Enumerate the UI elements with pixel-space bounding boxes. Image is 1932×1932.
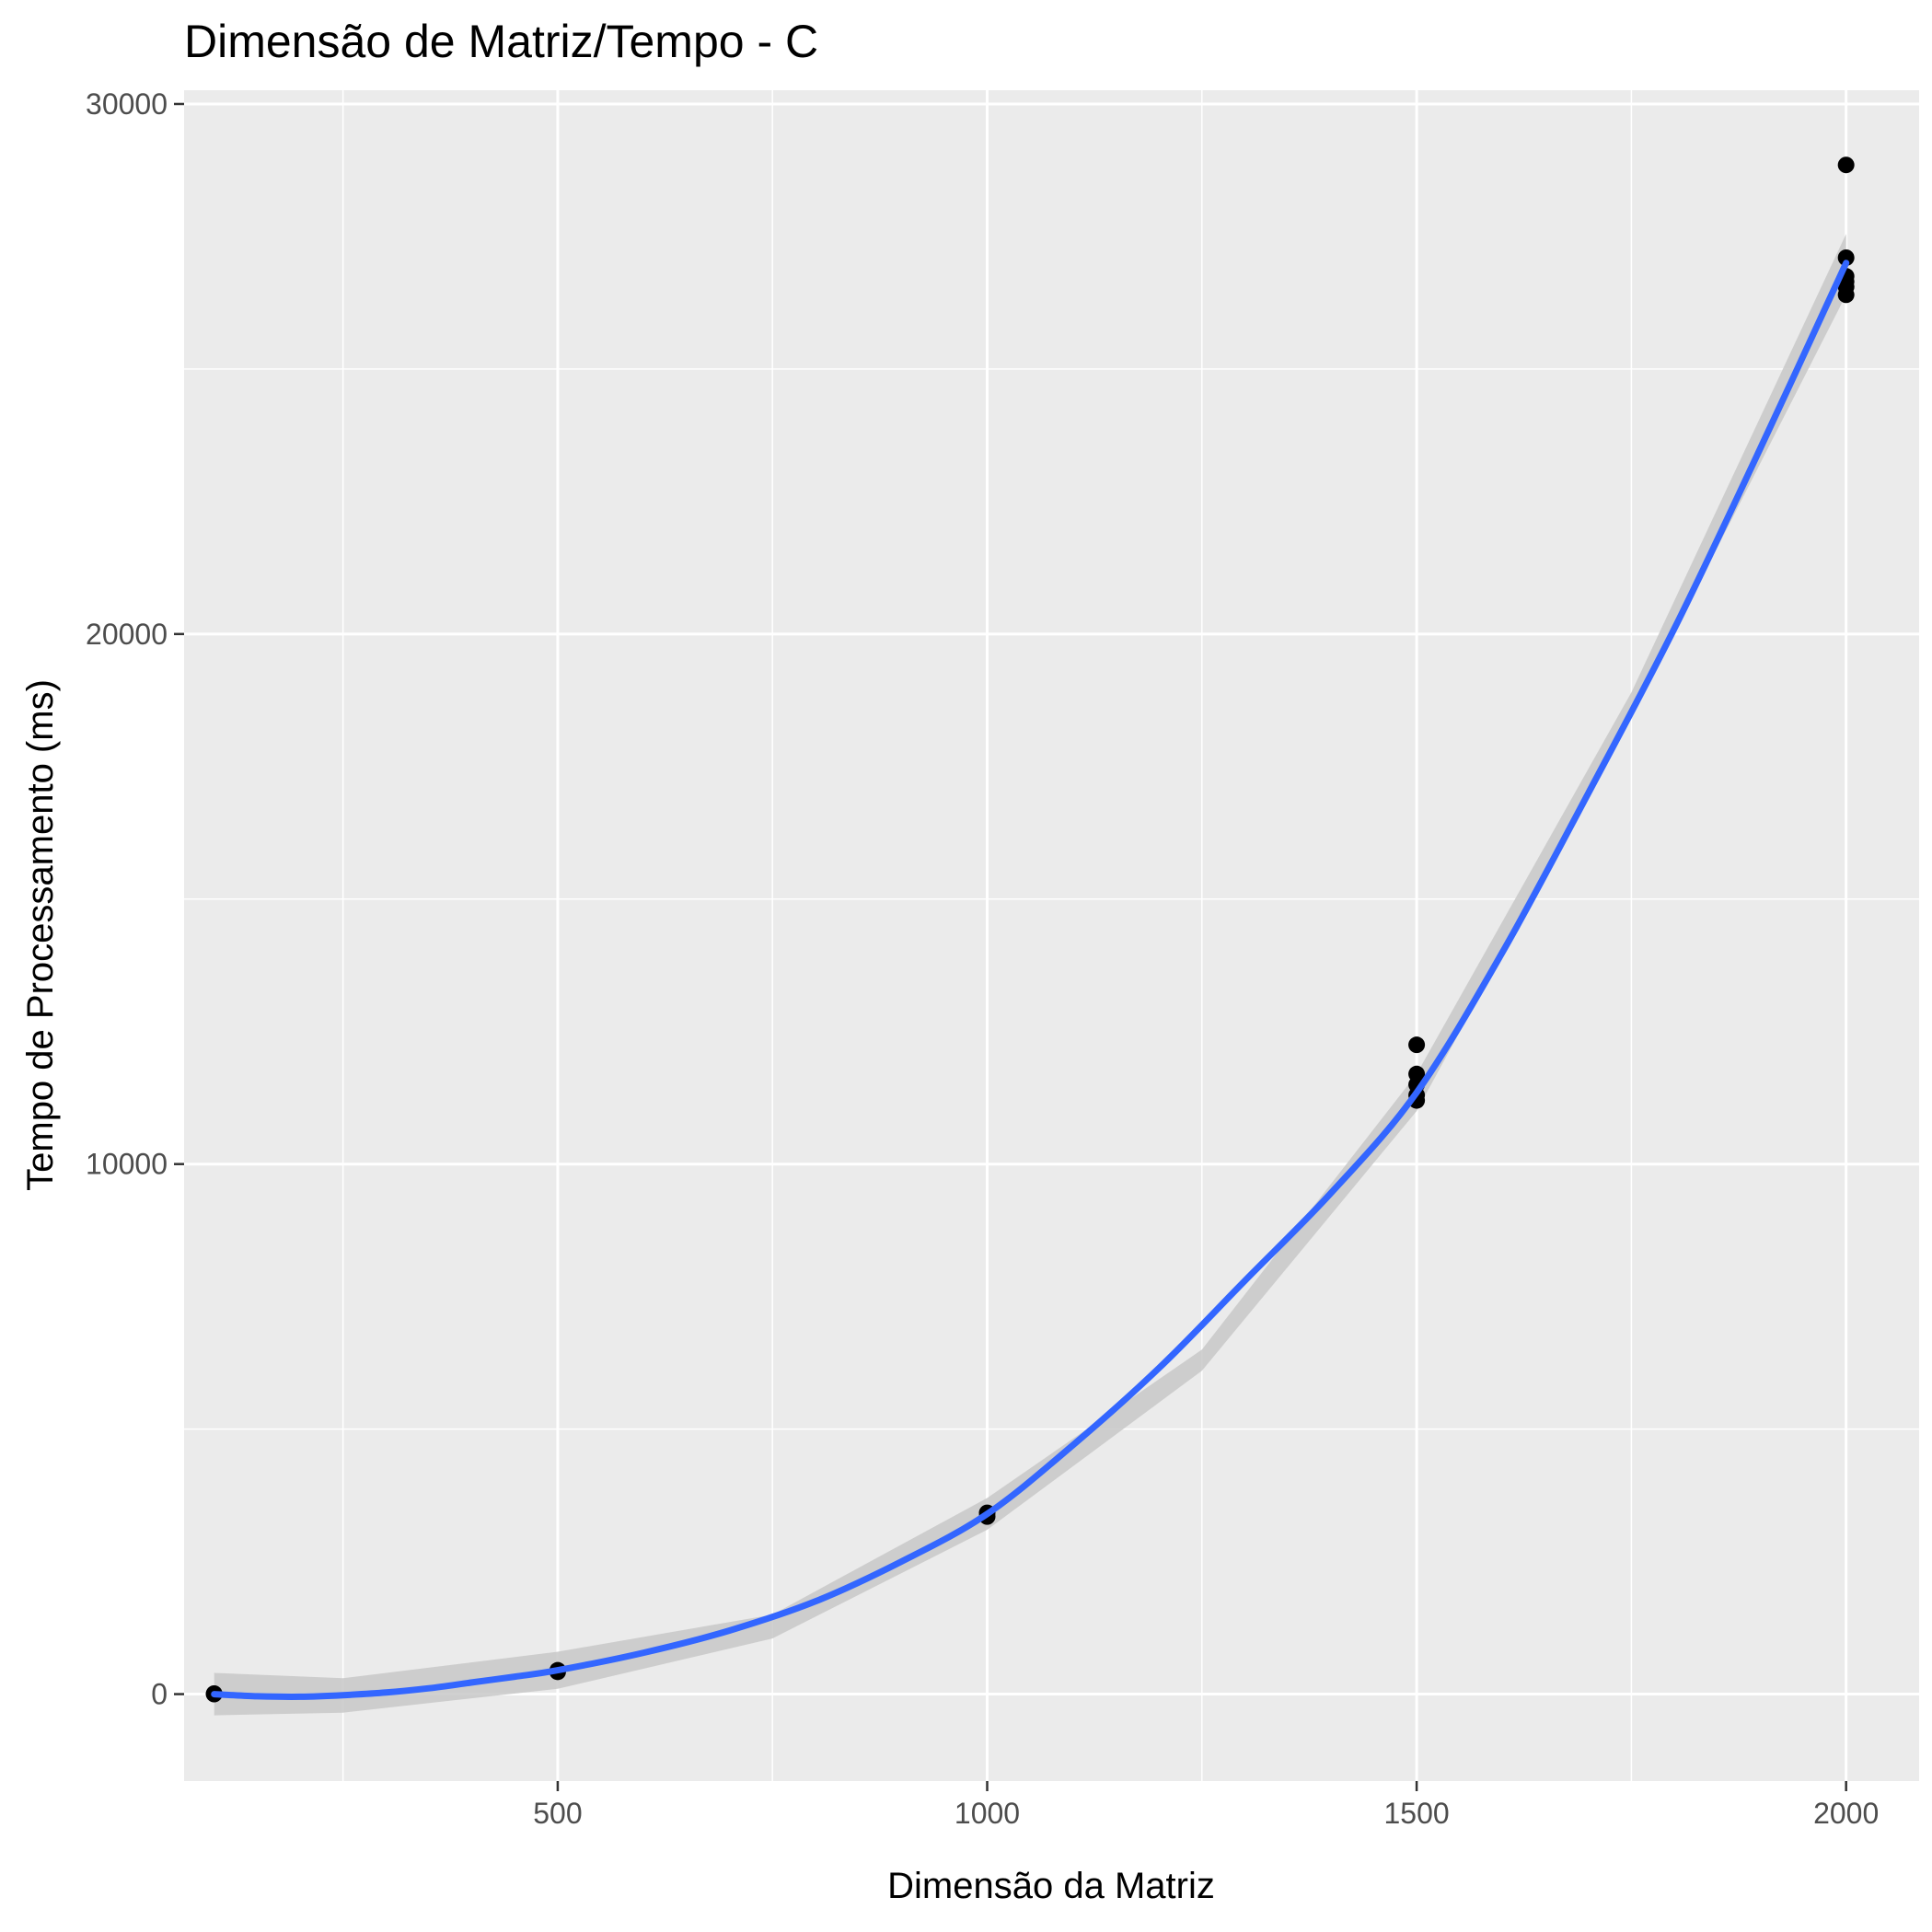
plot-panel (184, 90, 1919, 1781)
y-tick-label: 0 (151, 1678, 168, 1711)
y-tick-label: 30000 (86, 87, 168, 121)
data-point (1837, 156, 1855, 174)
y-axis: 0 10000 20000 30000 (86, 87, 184, 1711)
y-tick-label: 10000 (86, 1148, 168, 1181)
smooth-line-layer (211, 260, 1850, 1700)
chart-title: Dimensão de Matriz/Tempo - C (184, 16, 818, 67)
data-point (1408, 1065, 1426, 1082)
x-tick-label: 500 (533, 1797, 582, 1830)
grid-minor (184, 90, 1919, 1781)
data-point (1408, 1036, 1426, 1054)
smooth-line (211, 260, 1850, 1700)
x-axis-title: Dimensão da Matriz (887, 1866, 1215, 1906)
x-axis: 500 1000 1500 2000 (533, 1781, 1879, 1830)
x-tick-label: 2000 (1813, 1797, 1879, 1830)
x-tick-label: 1500 (1384, 1797, 1450, 1830)
y-tick-label: 20000 (86, 618, 168, 651)
x-tick-label: 1000 (954, 1797, 1020, 1830)
y-axis-title: Tempo de Processamento (ms) (20, 679, 61, 1191)
data-point (1837, 249, 1855, 266)
